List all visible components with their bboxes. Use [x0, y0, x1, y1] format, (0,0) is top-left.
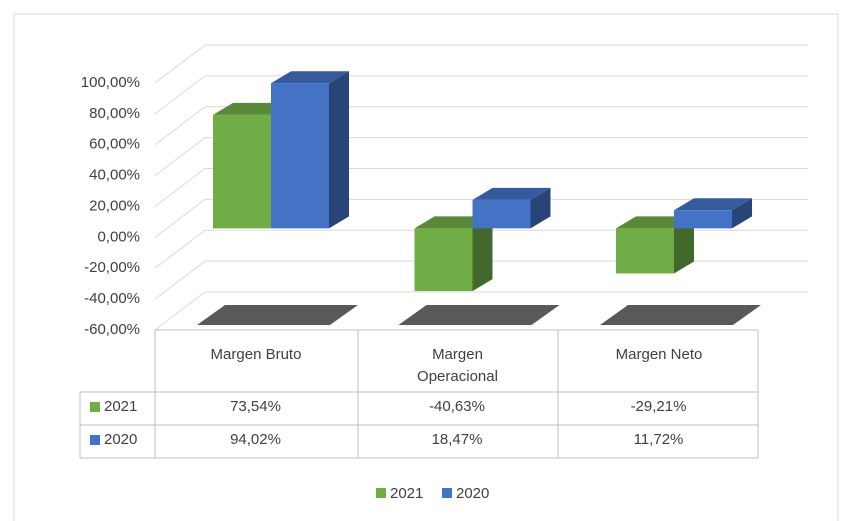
grid-line: [154, 168, 206, 207]
bar: [616, 228, 674, 274]
bar: [213, 114, 271, 229]
bar: [414, 228, 473, 292]
grid-line: [154, 44, 206, 84]
bar-side: [674, 216, 694, 274]
legend-label: 2020: [456, 485, 489, 502]
bar-side: [530, 187, 551, 229]
grid-line: [154, 137, 206, 177]
y-tick-label: 40,00%: [89, 167, 140, 184]
bar-top: [472, 187, 551, 200]
bar: [472, 199, 531, 229]
bar-side: [329, 71, 349, 229]
table-value: 73,54%: [230, 398, 281, 415]
y-tick-label: 80,00%: [89, 105, 140, 122]
floor-shadow: [197, 305, 358, 325]
legend-swatch: [442, 488, 452, 498]
table-value: -29,21%: [630, 398, 687, 415]
grid-line: [154, 198, 206, 238]
floor-shadow: [600, 305, 761, 325]
legend-label: 2021: [390, 485, 423, 502]
table-key: [90, 402, 100, 412]
bar-top: [271, 71, 349, 84]
table-key: [90, 435, 100, 445]
bar-top: [674, 198, 752, 211]
y-tick-label: -40,00%: [84, 290, 140, 307]
legend-swatch: [376, 488, 386, 498]
table-row-header: 2020: [104, 431, 138, 448]
table-row-header: 2021: [104, 398, 138, 415]
table-header: Margen Operacional: [417, 346, 498, 385]
bar: [271, 83, 329, 229]
y-tick-label: 100,00%: [81, 74, 140, 91]
table-value: -40,63%: [429, 398, 485, 415]
grid-line: [154, 291, 206, 331]
table-value: 94,02%: [230, 431, 281, 448]
grid-line: [154, 229, 206, 269]
grid-line: [154, 75, 206, 115]
chart-border: [13, 13, 839, 521]
y-tick-label: -60,00%: [84, 321, 140, 338]
y-tick-label: -20,00%: [84, 259, 140, 276]
y-tick-label: 60,00%: [89, 136, 140, 153]
table-header: Margen Bruto: [210, 346, 302, 363]
y-tick-label: 0,00%: [97, 228, 140, 245]
grid-line: [154, 106, 206, 146]
floor-shadow: [398, 305, 560, 325]
y-tick-label: 20,00%: [89, 197, 140, 214]
bar-side: [732, 198, 752, 229]
table-value: 11,72%: [633, 431, 684, 448]
grid-line: [154, 260, 206, 300]
table-value: 18,47%: [431, 431, 483, 448]
table-header: Margen Neto: [615, 346, 703, 363]
bar-side: [472, 216, 493, 292]
bar: [674, 210, 732, 229]
